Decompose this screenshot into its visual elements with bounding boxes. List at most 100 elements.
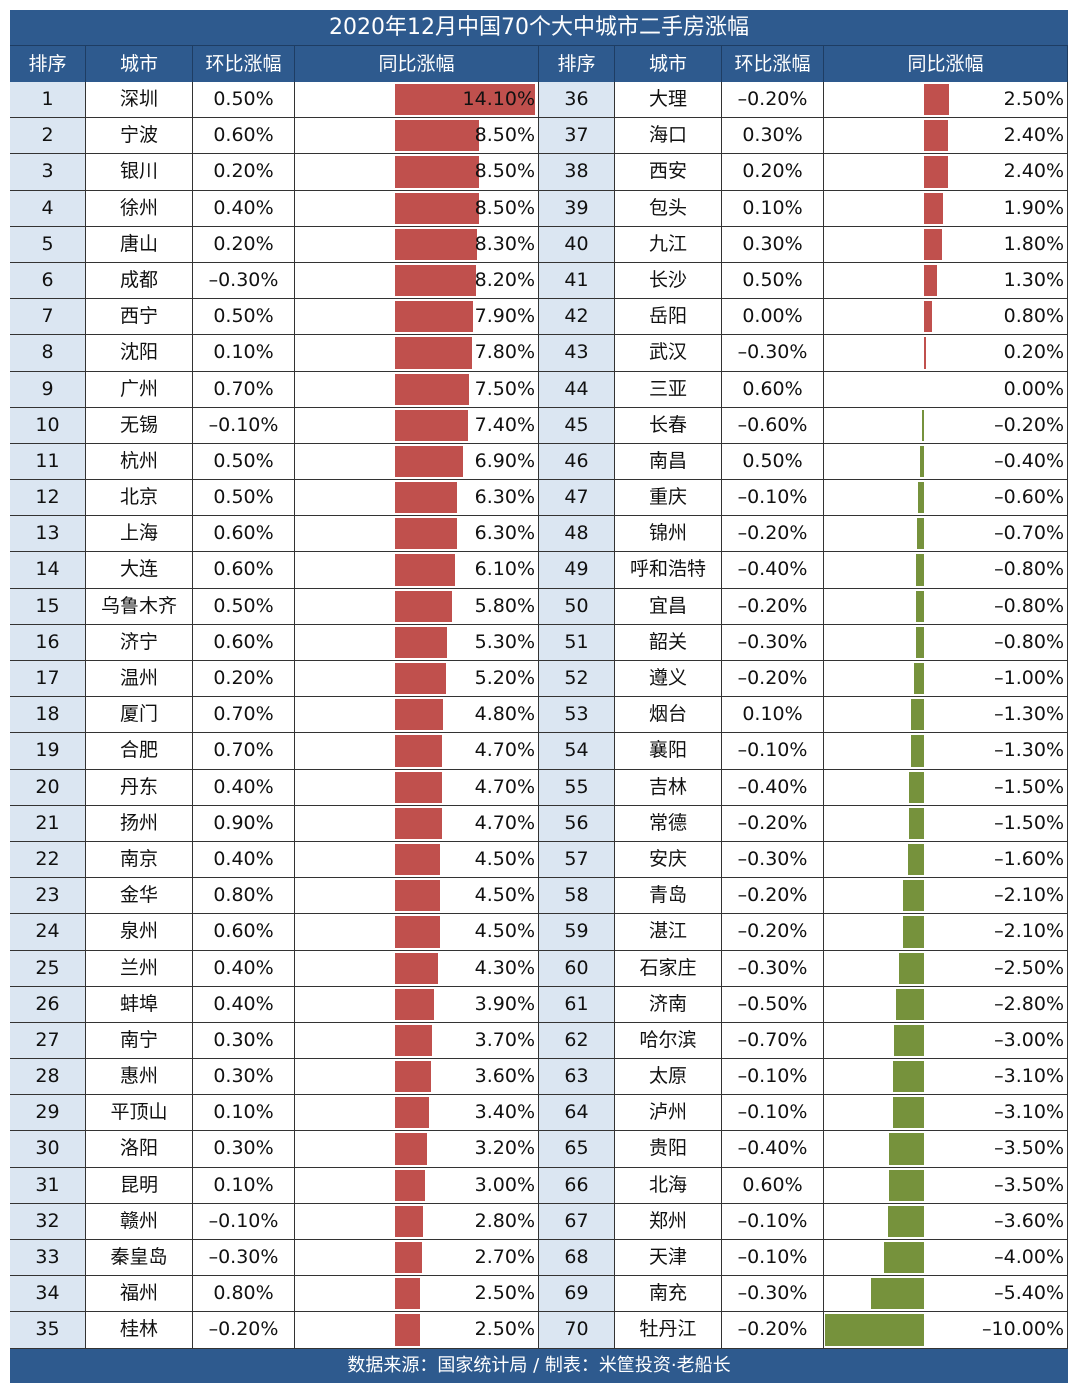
rank-cell: 10 bbox=[10, 407, 86, 443]
positive-bar bbox=[924, 301, 932, 333]
yoy-value: 6.90% bbox=[474, 449, 535, 472]
yoy-change-cell: –0.80% bbox=[824, 588, 1068, 624]
yoy-change-cell: 2.40% bbox=[824, 154, 1068, 190]
mom-change-cell: 0.20% bbox=[722, 154, 824, 190]
negative-bar bbox=[917, 518, 924, 550]
yoy-value: 0.80% bbox=[1003, 305, 1064, 328]
table-row: 19 合肥 0.70% 4.70% bbox=[10, 733, 539, 770]
positive-bar bbox=[395, 373, 470, 405]
mom-change-cell: –0.10% bbox=[722, 1240, 824, 1276]
city-cell: 三亚 bbox=[615, 371, 722, 407]
yoy-value: 7.80% bbox=[474, 341, 535, 364]
rank-cell: 55 bbox=[539, 769, 615, 805]
mom-change-cell: 0.50% bbox=[722, 443, 824, 480]
table-row: 50 宜昌 –0.20% –0.80% bbox=[539, 588, 1068, 625]
city-cell: 厦门 bbox=[86, 697, 193, 733]
mom-change-cell: –0.30% bbox=[722, 1276, 824, 1312]
table-row: 20 丹东 0.40% 4.70% bbox=[10, 769, 539, 806]
positive-bar bbox=[395, 880, 440, 912]
positive-bar bbox=[395, 264, 477, 297]
rank-cell: 23 bbox=[10, 878, 86, 914]
table-row: 69 南充 –0.30% –5.40% bbox=[539, 1276, 1068, 1313]
header-city: 城市 bbox=[86, 46, 193, 82]
mom-change-cell: –0.20% bbox=[722, 914, 824, 950]
yoy-value: –0.80% bbox=[994, 594, 1064, 617]
yoy-change-cell: 8.20% bbox=[295, 262, 539, 299]
positive-bar bbox=[395, 337, 473, 369]
rank-cell: 52 bbox=[539, 661, 615, 697]
city-cell: 北京 bbox=[86, 480, 193, 516]
yoy-value: 1.90% bbox=[1003, 196, 1064, 219]
table-row: 29 平顶山 0.10% 3.40% bbox=[10, 1095, 539, 1132]
rank-cell: 21 bbox=[10, 805, 86, 841]
rank-cell: 61 bbox=[539, 986, 615, 1022]
positive-bar bbox=[924, 84, 949, 116]
table-row: 13 上海 0.60% 6.30% bbox=[10, 516, 539, 553]
rank-cell: 42 bbox=[539, 299, 615, 335]
city-cell: 杭州 bbox=[86, 443, 193, 480]
yoy-value: 7.90% bbox=[474, 305, 535, 328]
table-row: 68 天津 –0.10% –4.00% bbox=[539, 1240, 1068, 1277]
positive-bar bbox=[395, 445, 464, 478]
mom-change-cell: –0.50% bbox=[722, 986, 824, 1022]
negative-bar bbox=[870, 1278, 924, 1310]
mom-change-cell: 0.60% bbox=[722, 1167, 824, 1203]
header-mom: 环比涨幅 bbox=[193, 46, 295, 82]
city-cell: 南昌 bbox=[615, 443, 722, 480]
positive-bar bbox=[395, 916, 440, 948]
table-row: 54 襄阳 –0.10% –1.30% bbox=[539, 733, 1068, 770]
mom-change-cell: 0.60% bbox=[193, 914, 295, 950]
yoy-value: 5.80% bbox=[474, 594, 535, 617]
city-cell: 贵阳 bbox=[615, 1131, 722, 1167]
table-row: 41 长沙 0.50% 1.30% bbox=[539, 262, 1068, 300]
rank-cell: 1 bbox=[10, 82, 86, 118]
table-row: 44 三亚 0.60% 0.00% bbox=[539, 371, 1068, 408]
yoy-value: 2.80% bbox=[474, 1209, 535, 1232]
rank-cell: 37 bbox=[539, 118, 615, 154]
table-row: 59 湛江 –0.20% –2.10% bbox=[539, 914, 1068, 951]
city-cell: 成都 bbox=[86, 262, 193, 299]
table-row: 17 温州 0.20% 5.20% bbox=[10, 661, 539, 698]
rank-cell: 50 bbox=[539, 588, 615, 624]
yoy-change-cell: 5.20% bbox=[295, 661, 539, 697]
positive-bar bbox=[395, 1024, 432, 1057]
rank-cell: 16 bbox=[10, 624, 86, 660]
yoy-change-cell: 4.30% bbox=[295, 950, 539, 986]
yoy-change-cell: 3.60% bbox=[295, 1059, 539, 1095]
yoy-value: –1.50% bbox=[994, 811, 1064, 834]
table-title: 2020年12月中国70个大中城市二手房涨幅 bbox=[10, 10, 1068, 46]
table-row: 64 泸州 –0.10% –3.10% bbox=[539, 1095, 1068, 1132]
negative-bar bbox=[914, 663, 924, 695]
city-cell: 唐山 bbox=[86, 226, 193, 262]
city-cell: 南京 bbox=[86, 841, 193, 878]
yoy-change-cell: 4.70% bbox=[295, 805, 539, 841]
mom-change-cell: –0.40% bbox=[722, 1131, 824, 1167]
mom-change-cell: 0.30% bbox=[193, 1059, 295, 1095]
rank-cell: 19 bbox=[10, 733, 86, 769]
mom-change-cell: –0.10% bbox=[193, 1203, 295, 1239]
positive-bar bbox=[924, 120, 948, 152]
positive-bar bbox=[395, 301, 474, 333]
city-cell: 蚌埠 bbox=[86, 986, 193, 1022]
yoy-change-cell: 5.30% bbox=[295, 624, 539, 660]
mom-change-cell: 0.50% bbox=[193, 480, 295, 516]
yoy-value: 1.80% bbox=[1003, 232, 1064, 255]
header-city-right: 城市 bbox=[615, 46, 722, 82]
negative-bar bbox=[889, 1169, 924, 1201]
negative-bar bbox=[909, 807, 924, 839]
city-cell: 九江 bbox=[615, 226, 722, 262]
positive-bar bbox=[395, 807, 442, 839]
yoy-value: 8.30% bbox=[474, 232, 535, 255]
yoy-value: 3.90% bbox=[474, 992, 535, 1015]
mom-change-cell: 0.20% bbox=[193, 226, 295, 262]
yoy-change-cell: 3.20% bbox=[295, 1131, 539, 1167]
yoy-value: 2.50% bbox=[474, 1282, 535, 1305]
table-row: 47 重庆 –0.10% –0.60% bbox=[539, 480, 1068, 517]
yoy-value: 8.50% bbox=[474, 196, 535, 219]
mom-change-cell: –0.20% bbox=[722, 588, 824, 624]
rank-cell: 33 bbox=[10, 1240, 86, 1276]
rank-cell: 31 bbox=[10, 1167, 86, 1203]
mom-change-cell: 0.30% bbox=[193, 1022, 295, 1059]
table-row: 12 北京 0.50% 6.30% bbox=[10, 480, 539, 517]
rank-cell: 15 bbox=[10, 588, 86, 624]
